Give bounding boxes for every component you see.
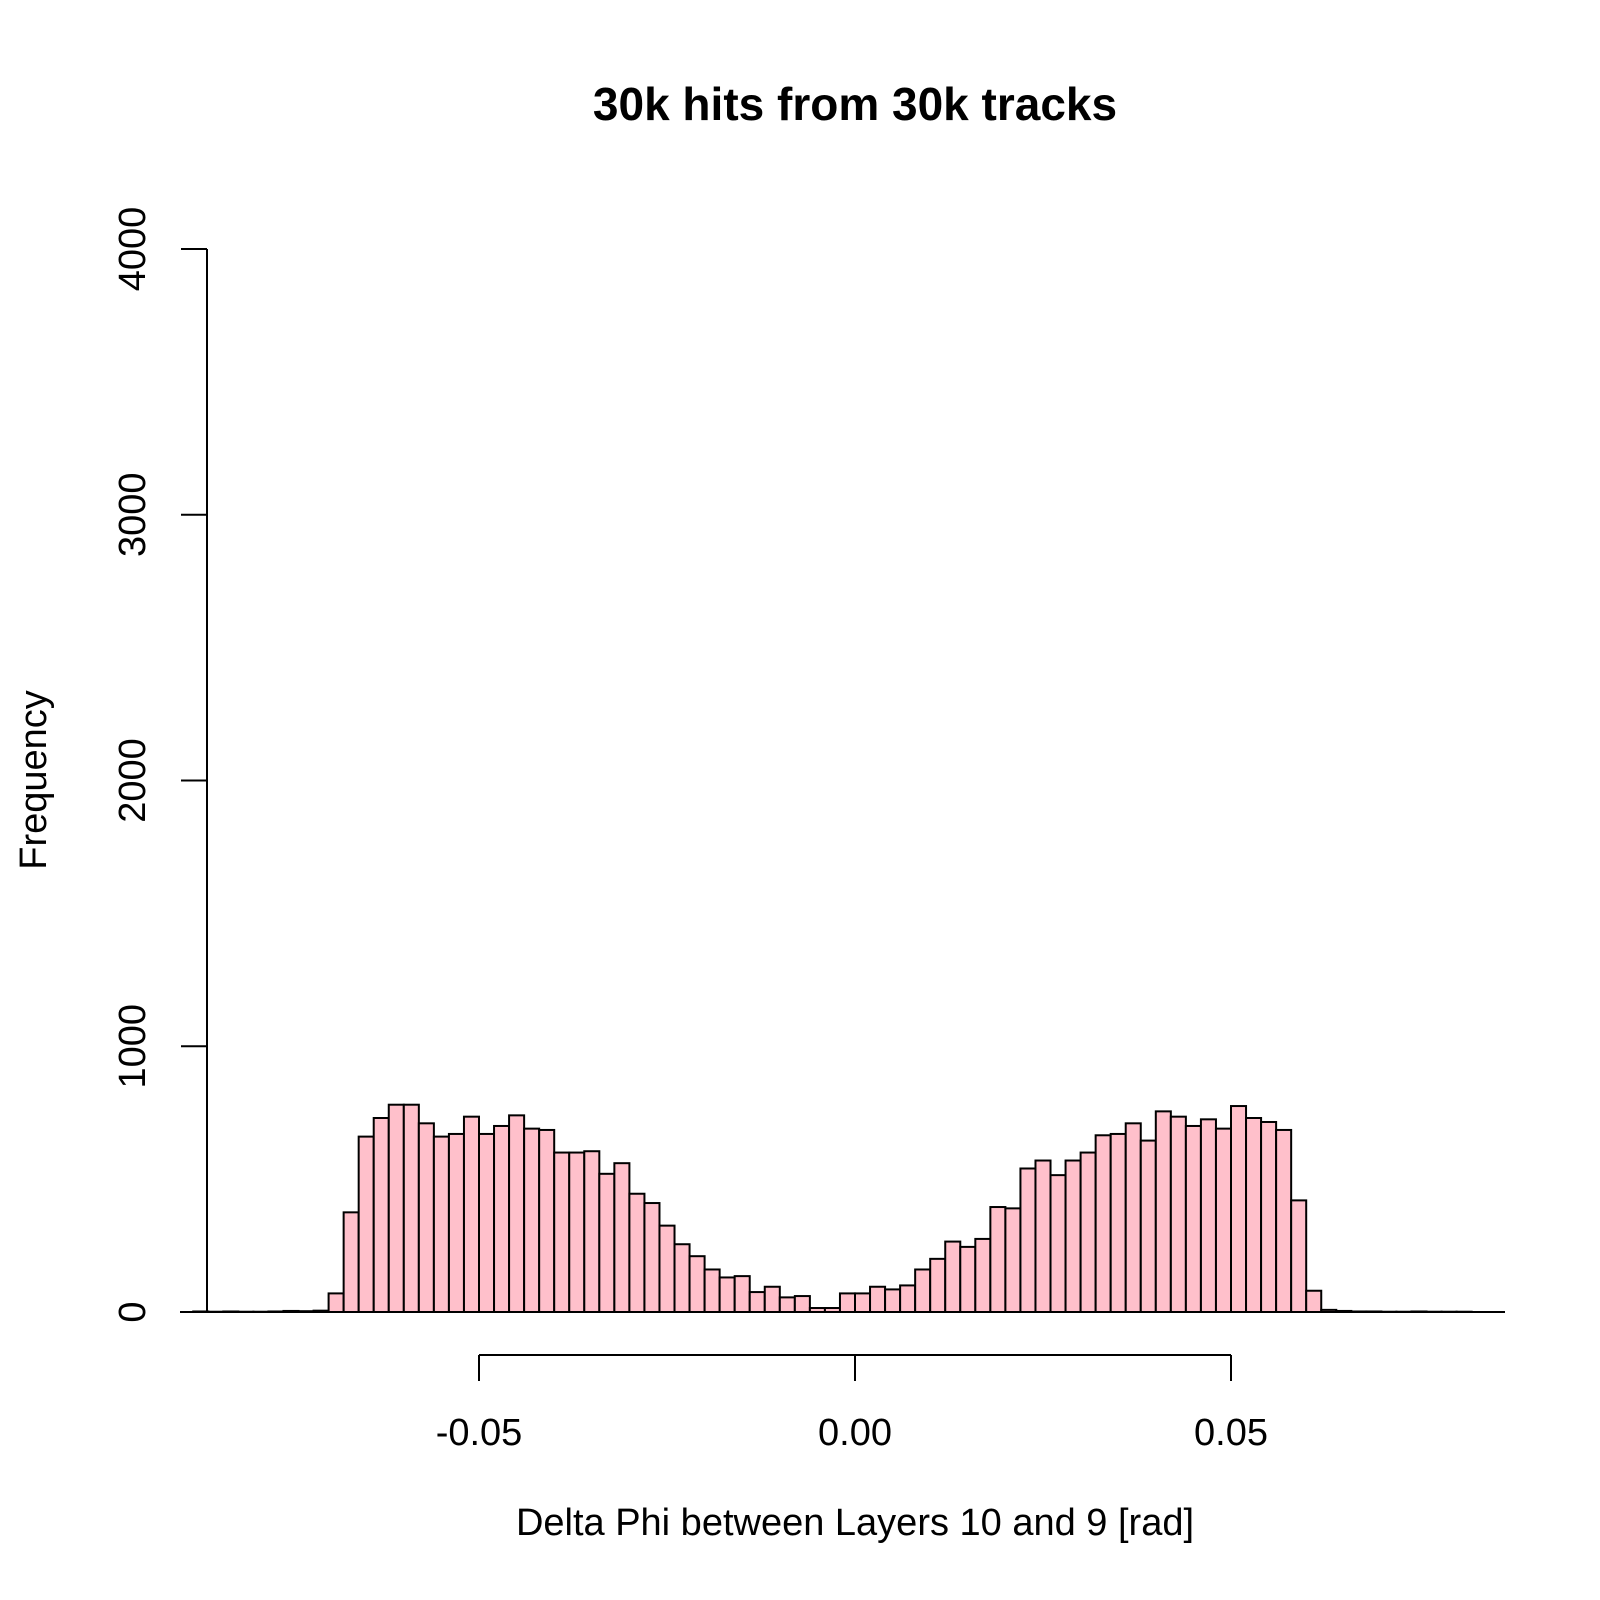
- y-tick-label: 4000: [112, 207, 154, 292]
- histogram-bar: [1124, 1122, 1142, 1313]
- histogram-bar: [1079, 1151, 1097, 1314]
- histogram-bar: [1199, 1118, 1217, 1313]
- y-tick-label: 0: [112, 1301, 154, 1322]
- histogram-bar: [658, 1224, 676, 1314]
- histogram-bar: [1154, 1110, 1172, 1313]
- chart-title: 30k hits from 30k tracks: [593, 78, 1117, 130]
- histogram-bar: [914, 1268, 932, 1313]
- histogram-bar: [568, 1151, 586, 1314]
- y-axis-title: Frequency: [13, 690, 55, 870]
- histogram-bar: [748, 1291, 766, 1313]
- histogram-bar: [763, 1285, 781, 1313]
- histogram-bar: [1109, 1132, 1127, 1313]
- histogram-bar: [538, 1128, 556, 1313]
- histogram-bar: [402, 1103, 420, 1313]
- histogram-bar: [778, 1296, 796, 1314]
- histogram-bar: [1184, 1124, 1202, 1313]
- x-tick-label: 0.00: [818, 1412, 892, 1454]
- histogram-bar: [447, 1132, 465, 1313]
- histogram-bar: [1275, 1128, 1293, 1313]
- histogram-bar: [1094, 1134, 1112, 1314]
- histogram-bar: [553, 1151, 571, 1314]
- histogram-bar: [1260, 1120, 1278, 1313]
- histogram-bar: [899, 1284, 917, 1314]
- y-tick-label: 2000: [112, 738, 154, 823]
- histogram-bar: [357, 1135, 375, 1313]
- histogram-bar: [718, 1276, 736, 1313]
- histogram-bar: [869, 1285, 887, 1313]
- histogram-bar: [628, 1192, 646, 1313]
- histogram-bar: [342, 1211, 360, 1313]
- histogram-bar: [1245, 1117, 1263, 1313]
- histogram-bar: [643, 1202, 661, 1314]
- histogram-bar: [1064, 1159, 1082, 1314]
- histogram-bar: [703, 1268, 721, 1313]
- histogram-bar: [417, 1122, 435, 1313]
- x-axis: -0.05 0.00 0.05: [436, 1354, 1268, 1454]
- histogram-bar: [493, 1124, 511, 1313]
- histogram-bar: [508, 1114, 526, 1313]
- histogram-bar: [1169, 1115, 1187, 1314]
- bars-group: [192, 1103, 1473, 1314]
- histogram-bar: [974, 1237, 992, 1314]
- histogram-bar: [1290, 1199, 1308, 1314]
- x-tick-label: 0.05: [1194, 1412, 1268, 1454]
- histogram-bar: [387, 1103, 405, 1313]
- histogram-bar: [929, 1257, 947, 1313]
- histogram-bar: [462, 1115, 480, 1314]
- histogram-bar: [1305, 1289, 1323, 1313]
- histogram-bar: [1139, 1139, 1157, 1313]
- histogram-bar: [854, 1292, 872, 1314]
- y-tick-label: 3000: [112, 472, 154, 557]
- histogram-bar: [613, 1162, 631, 1314]
- histogram-bar: [989, 1206, 1007, 1314]
- histogram-bar: [372, 1117, 390, 1313]
- histogram-bar: [959, 1245, 977, 1314]
- histogram-bar: [432, 1135, 450, 1313]
- histogram-bar: [1034, 1159, 1052, 1314]
- histogram-bar: [884, 1288, 902, 1314]
- x-tick-label: -0.05: [436, 1412, 523, 1454]
- x-axis-title: Delta Phi between Layers 10 and 9 [rad]: [516, 1502, 1194, 1544]
- histogram-bar: [583, 1150, 601, 1313]
- histogram-bar: [733, 1275, 751, 1313]
- histogram-bar: [1214, 1127, 1232, 1313]
- histogram-bar: [1019, 1167, 1037, 1313]
- histogram-bar: [327, 1292, 345, 1314]
- histogram-bar: [598, 1172, 616, 1314]
- histogram-bar: [1004, 1207, 1022, 1313]
- y-tick-label: 1000: [112, 1004, 154, 1089]
- histogram-bar: [673, 1243, 691, 1313]
- histogram-bar: [793, 1295, 811, 1314]
- histogram-bar: [523, 1127, 541, 1313]
- histogram-bar: [944, 1240, 962, 1313]
- histogram-bar: [838, 1292, 857, 1314]
- histogram-bar: [1049, 1174, 1067, 1314]
- histogram-bar: [688, 1255, 706, 1313]
- histogram-bar: [1230, 1105, 1248, 1314]
- histogram-bar: [478, 1132, 496, 1313]
- y-axis: 0 1000 2000 3000 4000: [112, 207, 208, 1323]
